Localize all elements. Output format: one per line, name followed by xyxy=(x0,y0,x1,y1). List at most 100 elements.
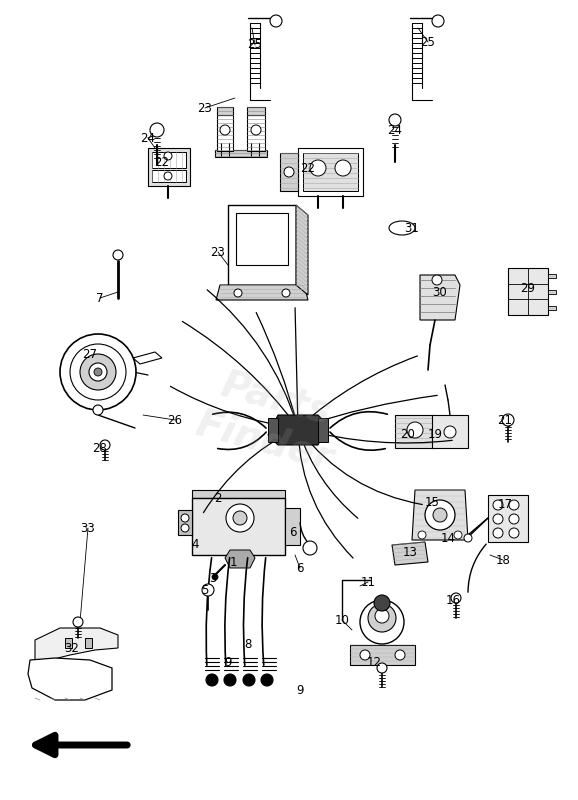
Polygon shape xyxy=(296,205,308,295)
Circle shape xyxy=(150,123,164,137)
Polygon shape xyxy=(148,148,190,186)
Circle shape xyxy=(425,500,455,530)
Circle shape xyxy=(60,334,136,410)
Circle shape xyxy=(509,528,519,538)
Text: 21: 21 xyxy=(498,414,513,426)
Polygon shape xyxy=(65,638,72,648)
Circle shape xyxy=(89,363,107,381)
Polygon shape xyxy=(152,152,186,168)
Circle shape xyxy=(70,344,126,400)
Circle shape xyxy=(282,289,290,297)
Polygon shape xyxy=(28,658,112,700)
Circle shape xyxy=(164,172,172,180)
Text: 9: 9 xyxy=(224,655,232,669)
Polygon shape xyxy=(85,638,92,648)
Polygon shape xyxy=(318,418,328,442)
Circle shape xyxy=(261,674,273,686)
Circle shape xyxy=(270,15,282,27)
Polygon shape xyxy=(217,107,233,115)
Polygon shape xyxy=(178,510,192,535)
Polygon shape xyxy=(280,153,298,191)
Circle shape xyxy=(432,275,442,285)
Text: 13: 13 xyxy=(402,546,417,558)
Text: 29: 29 xyxy=(521,282,535,294)
Text: 24: 24 xyxy=(387,123,402,137)
Polygon shape xyxy=(216,285,308,300)
Text: 33: 33 xyxy=(80,522,95,534)
Polygon shape xyxy=(285,508,300,545)
Circle shape xyxy=(80,354,116,390)
Polygon shape xyxy=(192,490,285,498)
Polygon shape xyxy=(215,150,267,157)
Circle shape xyxy=(113,250,123,260)
Text: 22: 22 xyxy=(301,162,316,174)
Text: 28: 28 xyxy=(92,442,108,454)
Circle shape xyxy=(375,609,389,623)
Polygon shape xyxy=(548,274,556,278)
Polygon shape xyxy=(247,107,265,115)
Circle shape xyxy=(395,650,405,660)
Polygon shape xyxy=(217,115,233,151)
Text: 6: 6 xyxy=(289,526,297,539)
Polygon shape xyxy=(412,490,468,540)
Text: 9: 9 xyxy=(297,683,304,697)
Circle shape xyxy=(335,160,351,176)
Circle shape xyxy=(444,426,456,438)
Polygon shape xyxy=(548,306,556,310)
Circle shape xyxy=(202,584,214,596)
Text: 20: 20 xyxy=(401,429,416,442)
Text: 25: 25 xyxy=(421,35,435,49)
Polygon shape xyxy=(432,415,468,448)
Circle shape xyxy=(360,650,370,660)
Text: 14: 14 xyxy=(440,531,455,545)
Polygon shape xyxy=(268,415,328,445)
Polygon shape xyxy=(395,415,435,448)
Circle shape xyxy=(234,289,242,297)
Text: 10: 10 xyxy=(335,614,350,626)
Polygon shape xyxy=(303,153,358,191)
Circle shape xyxy=(233,511,247,525)
Circle shape xyxy=(464,534,472,542)
Polygon shape xyxy=(548,290,556,294)
Text: 22: 22 xyxy=(154,155,169,169)
Circle shape xyxy=(509,514,519,524)
Circle shape xyxy=(374,595,390,611)
Circle shape xyxy=(226,504,254,532)
Polygon shape xyxy=(392,542,428,565)
Polygon shape xyxy=(236,213,288,265)
Circle shape xyxy=(220,125,230,135)
Circle shape xyxy=(407,422,423,438)
Circle shape xyxy=(100,440,110,450)
Text: 16: 16 xyxy=(446,594,461,606)
Polygon shape xyxy=(247,115,265,151)
Circle shape xyxy=(418,531,426,539)
Text: 24: 24 xyxy=(140,131,155,145)
Circle shape xyxy=(224,674,236,686)
Text: 17: 17 xyxy=(498,498,513,511)
Text: 4: 4 xyxy=(191,538,199,551)
Text: 30: 30 xyxy=(432,286,447,299)
Polygon shape xyxy=(508,268,548,315)
Circle shape xyxy=(303,541,317,555)
Polygon shape xyxy=(350,645,415,665)
Circle shape xyxy=(509,500,519,510)
Polygon shape xyxy=(420,275,460,320)
Circle shape xyxy=(164,152,172,160)
Circle shape xyxy=(493,500,503,510)
Text: 7: 7 xyxy=(97,291,103,305)
Text: 19: 19 xyxy=(428,429,443,442)
Text: 31: 31 xyxy=(405,222,420,234)
Circle shape xyxy=(243,674,255,686)
Text: 25: 25 xyxy=(247,38,262,51)
Polygon shape xyxy=(268,418,278,442)
Circle shape xyxy=(432,15,444,27)
Circle shape xyxy=(206,674,218,686)
Text: 5: 5 xyxy=(201,583,209,597)
Circle shape xyxy=(454,531,462,539)
Text: 3: 3 xyxy=(209,571,217,585)
Circle shape xyxy=(93,405,103,415)
Text: 26: 26 xyxy=(168,414,183,426)
Ellipse shape xyxy=(389,221,415,235)
Text: 23: 23 xyxy=(210,246,225,258)
Text: 6: 6 xyxy=(297,562,304,574)
